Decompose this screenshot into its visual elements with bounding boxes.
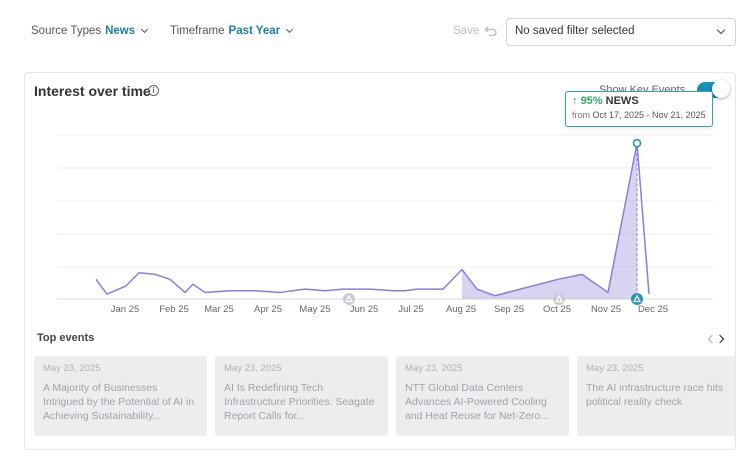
filter-bar: Source Types News Timeframe Past Year Sa… (0, 0, 751, 64)
x-tick-label: May 25 (299, 304, 330, 315)
event-date: May 23, 2025 (224, 363, 282, 374)
save-button[interactable]: Save (453, 25, 480, 37)
event-headline: The AI infrastructure race hits politica… (586, 382, 724, 408)
data-point (106, 293, 108, 295)
x-tick-label: Mar 25 (204, 304, 234, 315)
tooltip-range: Oct 17, 2025 - Nov 21, 2025 (592, 110, 706, 120)
x-tick-label: Feb 25 (159, 304, 189, 315)
data-point (125, 285, 127, 287)
top-events-title: Top events (37, 332, 95, 344)
data-point (648, 293, 650, 295)
data-point (95, 278, 97, 280)
chevron-down-icon (286, 25, 294, 34)
x-tick-label: Aug 25 (446, 304, 476, 315)
data-point (393, 290, 395, 292)
data-point (442, 288, 444, 290)
saved-filter-value: No saved filter selected (515, 25, 635, 37)
x-tick-label: Sep 25 (494, 304, 524, 315)
x-tick-label: Nov 25 (591, 304, 621, 315)
data-point (279, 291, 281, 293)
event-date: May 23, 2025 (43, 363, 101, 374)
tooltip-source: NEWS (605, 95, 639, 107)
x-tick-label: Apr 25 (254, 304, 282, 315)
event-headline: AI Is Redefining Tech Infrastructure Pri… (224, 382, 375, 422)
event-date: May 23, 2025 (586, 363, 644, 374)
data-point (494, 295, 496, 297)
data-point (476, 288, 478, 290)
data-point (154, 273, 156, 275)
interest-chart: Jan 25 Feb 25 Mar 25 Apr 25 May 25 Jun 25 Jul … (57, 134, 713, 315)
data-point (607, 291, 609, 293)
tooltip-change: 95% (580, 95, 603, 107)
info-icon[interactable]: i (148, 85, 159, 96)
timeframe-filter[interactable]: Timeframe Past Year (170, 25, 294, 37)
data-point (461, 268, 463, 270)
source-types-value: News (105, 25, 136, 37)
interest-card: Interest over time i Show Key Events Jan… (24, 72, 736, 450)
data-point (557, 278, 559, 280)
peak-point (632, 138, 642, 148)
data-point (184, 291, 186, 293)
event-headline: A Majority of Businesses Intrigued by th… (43, 382, 195, 422)
event-marker-glyph (632, 294, 642, 303)
timeframe-value: Past Year (228, 25, 281, 37)
undo-icon[interactable] (484, 24, 498, 38)
event-card[interactable]: May 23, 2025 A Majority of Businesses In… (34, 356, 207, 436)
event-card[interactable]: May 23, 2025 NTT Global Data Centers Adv… (396, 356, 569, 436)
event-card[interactable]: May 23, 2025 AI Is Redefining Tech Infra… (215, 356, 388, 436)
data-point (138, 272, 140, 274)
event-marker-glyph (554, 294, 564, 303)
data-point (324, 290, 326, 292)
data-point (342, 288, 344, 290)
x-tick-label: Jun 25 (350, 304, 379, 315)
chevron-down-icon (141, 25, 149, 34)
chevron-down-icon (716, 25, 726, 35)
data-point (204, 291, 206, 293)
highlight-area (462, 143, 637, 299)
chart-tooltip: ↑ 95% NEWS from Oct 17, 2025 - Nov 21, 2… (565, 91, 713, 127)
x-tick-label: Jul 25 (398, 304, 423, 315)
up-arrow-icon: ↑ (572, 95, 578, 107)
toggle-knob (712, 80, 730, 98)
series-line (95, 142, 650, 297)
saved-filter-select[interactable]: No saved filter selected (506, 18, 736, 46)
data-point (581, 273, 583, 275)
x-tick-label: Jan 25 (111, 304, 140, 315)
data-point (254, 290, 256, 292)
data-point (192, 283, 194, 285)
tooltip-range-prefix: from (572, 110, 590, 120)
next-page-icon[interactable] (715, 334, 725, 344)
event-headline: NTT Global Data Centers Advances AI-Powe… (405, 382, 550, 422)
event-card[interactable]: May 23, 2025 The AI infrastructure race … (577, 356, 735, 436)
event-date: May 23, 2025 (405, 363, 463, 374)
data-point (369, 288, 371, 290)
data-point (169, 278, 171, 280)
data-point (404, 290, 406, 292)
x-tick-label: Dec 25 (638, 304, 668, 315)
card-title: Interest over time (34, 83, 151, 99)
timeframe-label: Timeframe (170, 25, 225, 37)
data-point (416, 288, 418, 290)
source-types-filter[interactable]: Source Types News (31, 25, 149, 37)
source-types-label: Source Types (31, 25, 102, 37)
data-point (304, 288, 306, 290)
event-marker-glyph (344, 294, 354, 303)
data-point (229, 290, 231, 292)
x-tick-label: Oct 25 (543, 304, 571, 315)
